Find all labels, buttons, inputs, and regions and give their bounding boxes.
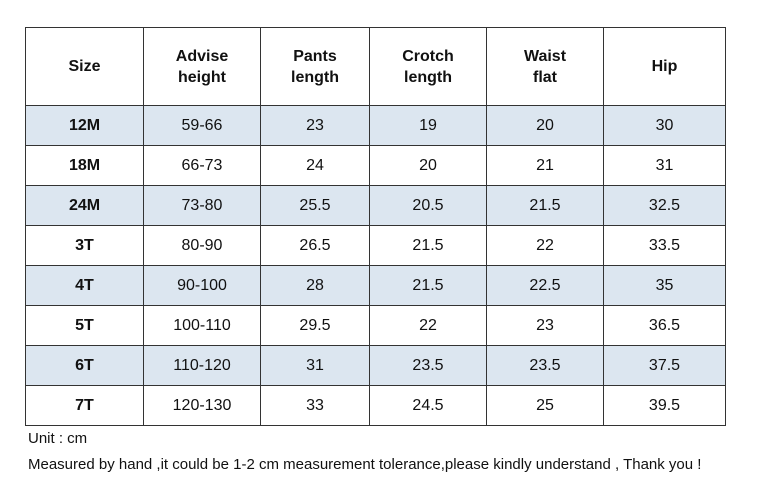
crotch-length-cell: 23.5 bbox=[369, 345, 487, 386]
pants-length-cell: 23 bbox=[260, 105, 370, 146]
advise-height-cell: 120-130 bbox=[143, 385, 261, 426]
crotch-length-cell: 22 bbox=[369, 305, 487, 346]
crotch-length-cell: 20 bbox=[369, 145, 487, 186]
pants-length-cell: 31 bbox=[260, 345, 370, 386]
table-header-row: Size Advise height Pants length Crotch l… bbox=[25, 27, 726, 106]
crotch-length-cell: 24.5 bbox=[369, 385, 487, 426]
unit-note: Unit : cm bbox=[28, 430, 88, 447]
size-cell: 18M bbox=[25, 145, 144, 186]
size-cell: 3T bbox=[25, 225, 144, 266]
advise-height-cell: 66-73 bbox=[143, 145, 261, 186]
table-row: 5T 100-110 29.5 22 23 36.5 bbox=[25, 305, 726, 346]
pants-length-cell: 28 bbox=[260, 265, 370, 306]
crotch-length-cell: 20.5 bbox=[369, 185, 487, 226]
hip-cell: 33.5 bbox=[603, 225, 726, 266]
size-cell: 6T bbox=[25, 345, 144, 386]
size-cell: 12M bbox=[25, 105, 144, 146]
advise-height-cell: 110-120 bbox=[143, 345, 261, 386]
header-waist-flat: Waist flat bbox=[486, 27, 604, 106]
table-row: 4T 90-100 28 21.5 22.5 35 bbox=[25, 265, 726, 306]
crotch-length-cell: 21.5 bbox=[369, 265, 487, 306]
pants-length-cell: 25.5 bbox=[260, 185, 370, 226]
waist-flat-cell: 20 bbox=[486, 105, 604, 146]
hip-cell: 36.5 bbox=[603, 305, 726, 346]
pants-length-cell: 24 bbox=[260, 145, 370, 186]
header-advise-height: Advise height bbox=[143, 27, 261, 106]
table-row: 24M 73-80 25.5 20.5 21.5 32.5 bbox=[25, 185, 726, 226]
crotch-length-cell: 19 bbox=[369, 105, 487, 146]
hip-cell: 37.5 bbox=[603, 345, 726, 386]
header-size: Size bbox=[25, 27, 144, 106]
hip-cell: 31 bbox=[603, 145, 726, 186]
advise-height-cell: 73-80 bbox=[143, 185, 261, 226]
waist-flat-cell: 25 bbox=[486, 385, 604, 426]
advise-height-cell: 59-66 bbox=[143, 105, 261, 146]
hip-cell: 35 bbox=[603, 265, 726, 306]
measurement-tolerance-note: Measured by hand ,it could be 1-2 cm mea… bbox=[28, 456, 702, 473]
hip-cell: 32.5 bbox=[603, 185, 726, 226]
advise-height-cell: 80-90 bbox=[143, 225, 261, 266]
header-hip: Hip bbox=[603, 27, 726, 106]
size-cell: 5T bbox=[25, 305, 144, 346]
waist-flat-cell: 21.5 bbox=[486, 185, 604, 226]
pants-length-cell: 29.5 bbox=[260, 305, 370, 346]
pants-length-cell: 33 bbox=[260, 385, 370, 426]
table-row: 3T 80-90 26.5 21.5 22 33.5 bbox=[25, 225, 726, 266]
size-cell: 4T bbox=[25, 265, 144, 306]
hip-cell: 39.5 bbox=[603, 385, 726, 426]
size-cell: 24M bbox=[25, 185, 144, 226]
table-row: 12M 59-66 23 19 20 30 bbox=[25, 105, 726, 146]
table-row: 6T 110-120 31 23.5 23.5 37.5 bbox=[25, 345, 726, 386]
hip-cell: 30 bbox=[603, 105, 726, 146]
advise-height-cell: 90-100 bbox=[143, 265, 261, 306]
size-cell: 7T bbox=[25, 385, 144, 426]
waist-flat-cell: 23.5 bbox=[486, 345, 604, 386]
header-pants-length: Pants length bbox=[260, 27, 370, 106]
waist-flat-cell: 22.5 bbox=[486, 265, 604, 306]
size-chart-table: Size Advise height Pants length Crotch l… bbox=[25, 27, 726, 426]
table-row: 7T 120-130 33 24.5 25 39.5 bbox=[25, 385, 726, 426]
pants-length-cell: 26.5 bbox=[260, 225, 370, 266]
advise-height-cell: 100-110 bbox=[143, 305, 261, 346]
header-crotch-length: Crotch length bbox=[369, 27, 487, 106]
waist-flat-cell: 22 bbox=[486, 225, 604, 266]
table-row: 18M 66-73 24 20 21 31 bbox=[25, 145, 726, 186]
waist-flat-cell: 23 bbox=[486, 305, 604, 346]
waist-flat-cell: 21 bbox=[486, 145, 604, 186]
crotch-length-cell: 21.5 bbox=[369, 225, 487, 266]
